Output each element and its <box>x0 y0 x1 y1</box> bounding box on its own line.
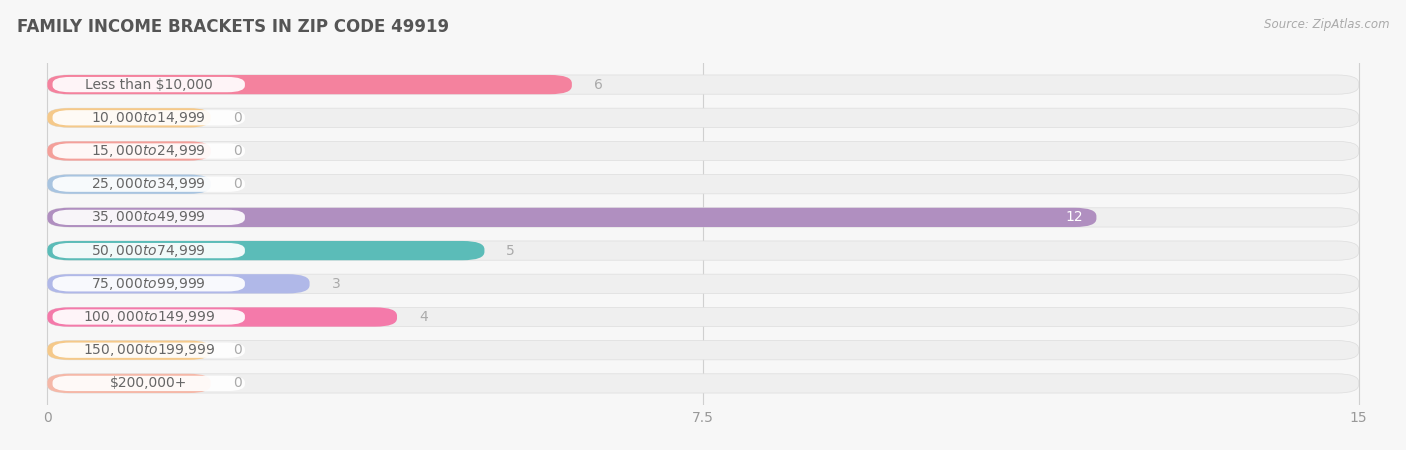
Text: FAMILY INCOME BRACKETS IN ZIP CODE 49919: FAMILY INCOME BRACKETS IN ZIP CODE 49919 <box>17 18 449 36</box>
Text: 0: 0 <box>232 343 242 357</box>
FancyBboxPatch shape <box>48 274 309 293</box>
Text: $10,000 to $14,999: $10,000 to $14,999 <box>91 110 207 126</box>
Text: $50,000 to $74,999: $50,000 to $74,999 <box>91 243 207 259</box>
FancyBboxPatch shape <box>48 208 1097 227</box>
FancyBboxPatch shape <box>48 307 1358 327</box>
FancyBboxPatch shape <box>48 75 572 94</box>
Text: $100,000 to $149,999: $100,000 to $149,999 <box>83 309 215 325</box>
FancyBboxPatch shape <box>48 141 1358 161</box>
FancyBboxPatch shape <box>48 141 211 161</box>
Text: 3: 3 <box>332 277 340 291</box>
FancyBboxPatch shape <box>48 241 485 260</box>
FancyBboxPatch shape <box>48 175 211 194</box>
Text: $150,000 to $199,999: $150,000 to $199,999 <box>83 342 215 358</box>
Text: 6: 6 <box>593 77 603 92</box>
Text: $25,000 to $34,999: $25,000 to $34,999 <box>91 176 207 192</box>
Text: Less than $10,000: Less than $10,000 <box>84 77 212 92</box>
FancyBboxPatch shape <box>48 374 211 393</box>
FancyBboxPatch shape <box>52 144 245 159</box>
FancyBboxPatch shape <box>48 341 1358 360</box>
FancyBboxPatch shape <box>52 77 245 92</box>
FancyBboxPatch shape <box>52 210 245 225</box>
FancyBboxPatch shape <box>48 341 211 360</box>
Text: $200,000+: $200,000+ <box>110 376 187 391</box>
FancyBboxPatch shape <box>52 276 245 292</box>
FancyBboxPatch shape <box>52 376 245 391</box>
FancyBboxPatch shape <box>52 342 245 358</box>
FancyBboxPatch shape <box>48 274 1358 293</box>
Text: 0: 0 <box>232 144 242 158</box>
FancyBboxPatch shape <box>52 110 245 126</box>
FancyBboxPatch shape <box>48 208 1358 227</box>
Text: 12: 12 <box>1066 211 1083 225</box>
Text: 0: 0 <box>232 111 242 125</box>
Text: 4: 4 <box>419 310 427 324</box>
FancyBboxPatch shape <box>52 309 245 324</box>
Text: 0: 0 <box>232 177 242 191</box>
FancyBboxPatch shape <box>48 175 1358 194</box>
FancyBboxPatch shape <box>52 243 245 258</box>
Text: $15,000 to $24,999: $15,000 to $24,999 <box>91 143 207 159</box>
Text: $35,000 to $49,999: $35,000 to $49,999 <box>91 209 207 225</box>
FancyBboxPatch shape <box>48 108 211 127</box>
FancyBboxPatch shape <box>48 108 1358 127</box>
Text: 5: 5 <box>506 243 515 257</box>
FancyBboxPatch shape <box>48 75 1358 94</box>
FancyBboxPatch shape <box>52 176 245 192</box>
Text: $75,000 to $99,999: $75,000 to $99,999 <box>91 276 207 292</box>
FancyBboxPatch shape <box>48 241 1358 260</box>
Text: 0: 0 <box>232 376 242 391</box>
Text: Source: ZipAtlas.com: Source: ZipAtlas.com <box>1264 18 1389 31</box>
FancyBboxPatch shape <box>48 374 1358 393</box>
FancyBboxPatch shape <box>48 307 396 327</box>
